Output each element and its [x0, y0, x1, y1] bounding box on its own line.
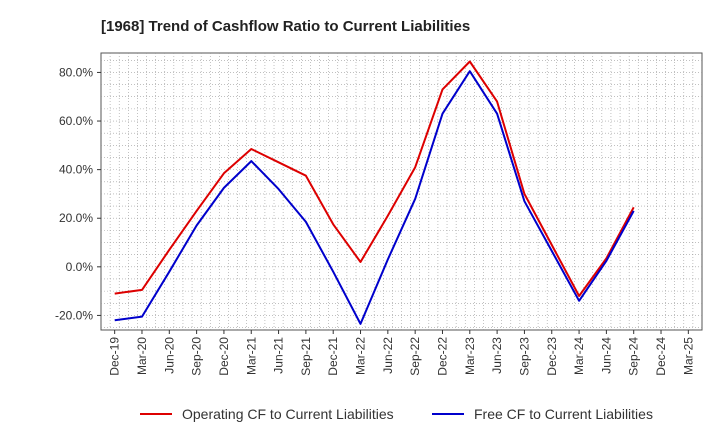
x-tick-label: Dec-21 [326, 337, 340, 376]
y-tick-label: 20.0% [59, 211, 93, 225]
y-tick-label: 0.0% [66, 260, 94, 274]
x-tick-label: Dec-20 [217, 337, 231, 376]
x-tick-label: Mar-22 [354, 337, 368, 375]
x-tick-label: Mar-23 [463, 337, 477, 375]
series-line-1 [114, 70, 635, 325]
series-line-0 [114, 60, 635, 297]
x-tick-label: Sep-22 [408, 337, 422, 376]
legend-label-operating-cf: Operating CF to Current Liabilities [182, 406, 394, 422]
x-tick-label: Jun-23 [490, 337, 504, 374]
x-tick-label: Jun-20 [162, 337, 176, 374]
x-tick-label: Sep-24 [627, 337, 641, 376]
x-tick-label: Dec-24 [654, 337, 668, 376]
legend: Operating CF to Current Liabilities Free… [140, 406, 653, 422]
x-tick-label: Mar-21 [244, 337, 258, 375]
x-tick-label: Mar-20 [135, 337, 149, 375]
x-tick-label: Mar-25 [681, 337, 695, 375]
x-tick-label: Sep-21 [299, 337, 313, 376]
x-tick-label: Sep-20 [190, 337, 204, 376]
x-tick-label: Dec-22 [435, 337, 449, 376]
x-tick-label: Dec-19 [108, 337, 122, 376]
y-tick-label: -20.0% [55, 308, 93, 322]
x-axis-ticks: Dec-19 Mar-20 Jun-20 Sep-20 Dec-20 Mar-21 Jun-… [108, 330, 695, 376]
x-tick-label: Dec-23 [545, 337, 559, 376]
x-tick-label: Mar-24 [572, 337, 586, 375]
x-tick-label: Jun-24 [599, 337, 613, 374]
chart-title: [1968] Trend of Cashflow Ratio to Curren… [101, 18, 470, 35]
x-tick-label: Jun-21 [272, 337, 286, 374]
x-tick-label: Jun-22 [381, 337, 395, 374]
legend-label-free-cf: Free CF to Current Liabilities [474, 406, 653, 422]
y-tick-label: 60.0% [59, 114, 93, 128]
series-lines [114, 60, 635, 325]
x-tick-label: Sep-23 [517, 337, 531, 376]
y-tick-label: 80.0% [59, 65, 93, 79]
y-axis-ticks: 80.0% 60.0% 40.0% 20.0% 0.0% -20.0% [55, 65, 101, 322]
y-tick-label: 40.0% [59, 163, 93, 177]
